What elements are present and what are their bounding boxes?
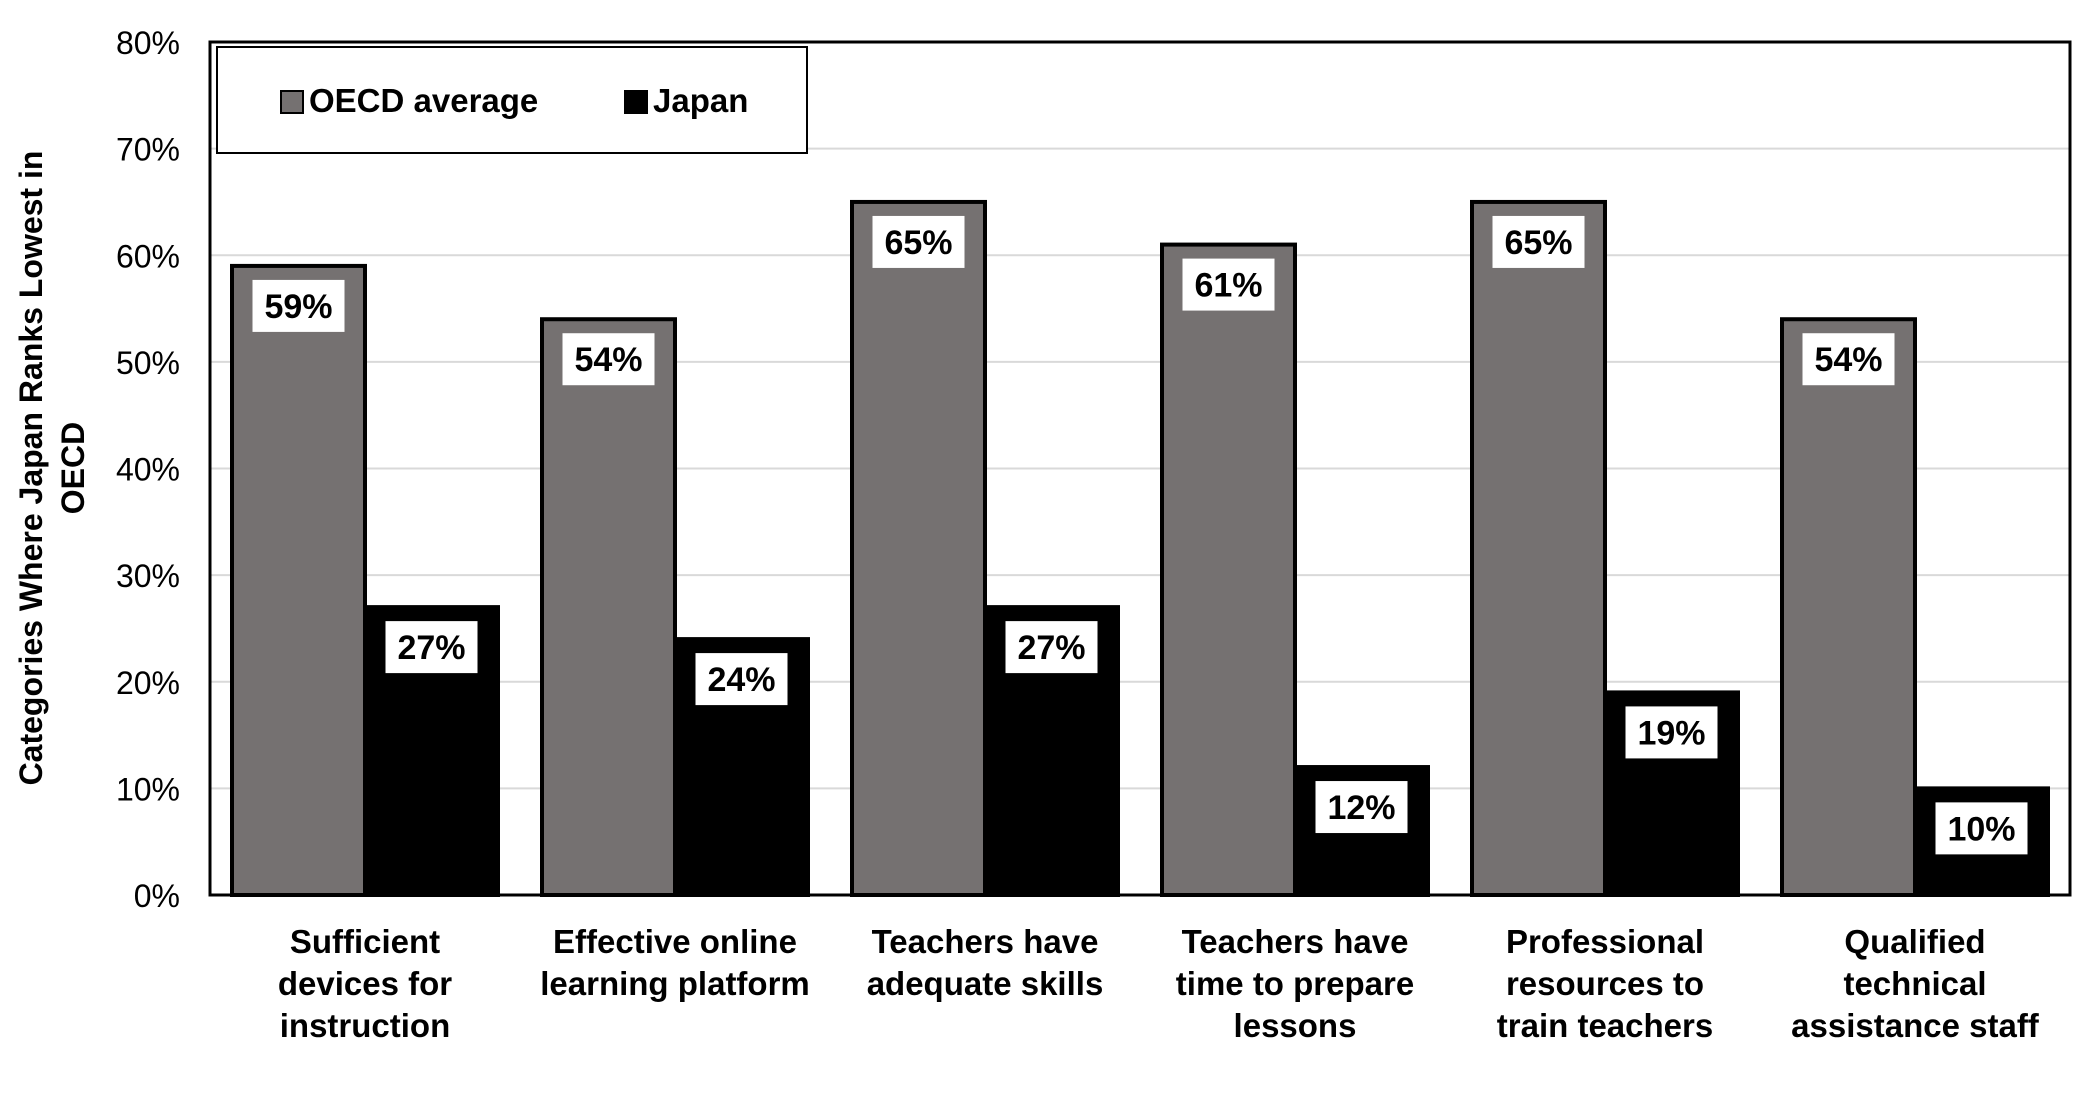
y-tick-label: 0% (134, 878, 180, 914)
data-label-box (1625, 706, 1718, 759)
bar-oecd-average (1780, 317, 1917, 898)
data-label: 27% (397, 629, 465, 667)
bar-oecd-average (850, 199, 987, 897)
data-labels: 59% 54% 65% 61% 65% 54% 27% 24% 27% 12% 19% 10% (252, 215, 2028, 855)
legend-label: Japan (653, 82, 748, 119)
data-label-box (1005, 621, 1098, 674)
data-label: 65% (1504, 224, 1572, 262)
legend-swatch (624, 90, 648, 114)
data-label-box (1492, 215, 1585, 268)
data-label: 54% (574, 341, 642, 379)
data-label: 61% (1194, 267, 1262, 305)
y-tick-label: 40% (116, 452, 180, 488)
data-label: 24% (707, 661, 775, 699)
legend: OECD average Japan (216, 46, 808, 154)
legend-label: OECD average (309, 82, 538, 119)
x-category-label: Professional resources to train teachers (1497, 923, 1713, 1044)
data-label: 19% (1637, 714, 1705, 752)
x-category-label: Teachers have adequate skills (867, 923, 1104, 1002)
data-label: 65% (884, 224, 952, 262)
data-label-box (1802, 333, 1895, 386)
x-category-label: Effective online learning platform (540, 923, 810, 1002)
x-category-label: Qualified technical assistance staff (1791, 923, 2040, 1044)
bars (230, 199, 2050, 898)
legend-swatch (280, 90, 304, 114)
data-label-box (252, 279, 345, 332)
data-label-box (695, 653, 788, 706)
legend-box (216, 46, 808, 154)
data-label: 59% (264, 288, 332, 326)
y-tick-label: 20% (116, 665, 180, 701)
y-tick-label: 60% (116, 238, 180, 274)
y-axis-label: Categories Where Japan Ranks Lowest in OE… (13, 151, 91, 786)
y-tick-label: 30% (116, 558, 180, 594)
data-label-box (872, 215, 965, 268)
bar-oecd-average (1470, 199, 1607, 897)
data-label-box (1182, 258, 1275, 311)
data-label: 27% (1017, 629, 1085, 667)
x-category-label: Teachers have time to prepare lessons (1176, 923, 1414, 1044)
data-label: 54% (1814, 341, 1882, 379)
y-tick-label: 80% (116, 25, 180, 61)
data-label-box (1315, 781, 1408, 834)
data-label: 12% (1327, 789, 1395, 827)
data-label-box (385, 621, 478, 674)
bar-oecd-average (1160, 242, 1297, 897)
bar-oecd-average (230, 263, 367, 898)
y-tick-label: 10% (116, 771, 180, 807)
data-label-box (1935, 802, 2028, 855)
data-label-box (562, 333, 655, 386)
y-tick-label: 50% (116, 345, 180, 381)
bar-oecd-average (540, 317, 677, 898)
y-axis-ticks: 0% 10% 20% 30% 40% 50% 60% 70% 80% (116, 25, 180, 914)
x-category-label: Sufficient devices for instruction (278, 923, 452, 1044)
y-tick-label: 70% (116, 132, 180, 168)
plot-frame (208, 40, 2072, 897)
x-axis-labels: Sufficient devices for instruction Effectiv… (278, 923, 2040, 1044)
data-label: 10% (1947, 810, 2015, 848)
